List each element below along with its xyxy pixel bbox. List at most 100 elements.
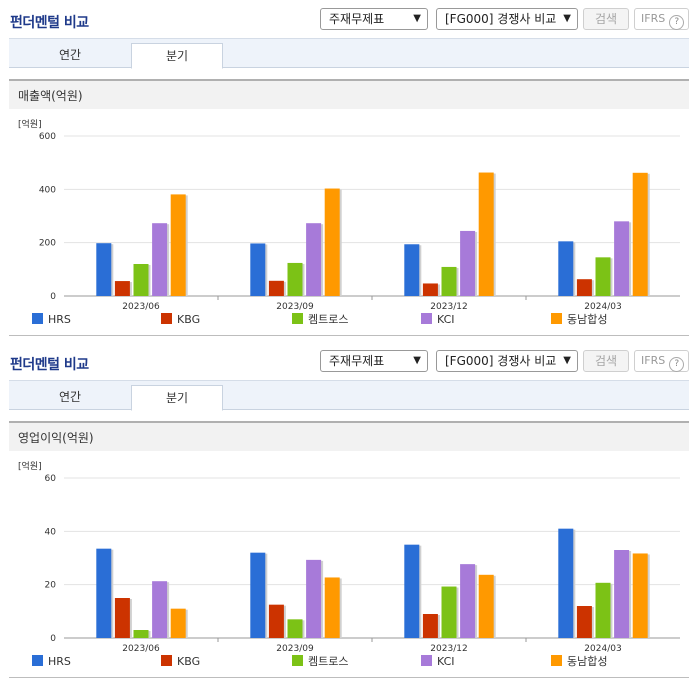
bar bbox=[306, 223, 322, 296]
legend-label: KCI bbox=[437, 313, 455, 326]
question-circle-icon: ? bbox=[669, 357, 685, 372]
compare-select-value: [FG000] 경쟁사 비교 bbox=[445, 12, 557, 26]
compare-select[interactable]: [FG000] 경쟁사 비교 ▼ bbox=[436, 350, 578, 372]
chevron-down-icon: ▼ bbox=[413, 13, 421, 24]
bar bbox=[133, 630, 149, 638]
bar bbox=[133, 264, 149, 296]
legend-item[interactable]: KCI bbox=[421, 312, 455, 328]
x-tick-label: 2023/09 bbox=[276, 302, 314, 312]
fundamental-panel-operating-profit: 펀더멘털 비교 주재무제표 ▼ [FG000] 경쟁사 비교 ▼ 검색 IFRS… bbox=[0, 342, 696, 684]
fundamental-panel-revenue: 펀더멘털 비교 주재무제표 ▼ [FG000] 경쟁사 비교 ▼ 검색 IFRS… bbox=[0, 0, 696, 336]
panel-header: 펀더멘털 비교 주재무제표 ▼ [FG000] 경쟁사 비교 ▼ 검색 IFRS… bbox=[0, 342, 696, 380]
bar bbox=[478, 172, 494, 296]
revenue-bar-chart: 0 200 400 600 2023/06 2023/09 2023/12 2024/03 bbox=[39, 132, 680, 312]
compare-select-value: [FG000] 경쟁사 비교 bbox=[445, 354, 557, 368]
legend-swatch bbox=[161, 313, 172, 324]
chart-legend: HRS KBG 켐트로스 KCI 동남합성 bbox=[0, 654, 696, 672]
legend-label: 동남합성 bbox=[567, 313, 608, 326]
y-tick-label: 200 bbox=[39, 239, 56, 249]
panel-title: 펀더멘털 비교 bbox=[10, 15, 89, 31]
y-tick-label: 60 bbox=[45, 474, 57, 484]
metric-label: 매출액(억원) bbox=[18, 89, 83, 103]
legend-label: HRS bbox=[48, 655, 71, 668]
bar bbox=[632, 553, 648, 638]
question-circle-icon: ? bbox=[669, 15, 685, 30]
ifrs-help-button[interactable]: IFRS? bbox=[634, 8, 689, 30]
tab-annual[interactable]: 연간 bbox=[58, 390, 82, 404]
bar bbox=[632, 172, 648, 296]
panel-title: 펀더멘털 비교 bbox=[10, 357, 89, 373]
legend-item[interactable]: 켐트로스 bbox=[292, 654, 348, 670]
x-tick-label: 2023/06 bbox=[122, 644, 160, 654]
legend-swatch bbox=[551, 313, 562, 324]
y-tick-label: 0 bbox=[50, 634, 56, 644]
bar bbox=[170, 194, 186, 296]
bar bbox=[306, 559, 322, 638]
ifrs-label: IFRS bbox=[641, 354, 666, 367]
legend-label: 켐트로스 bbox=[308, 313, 349, 326]
statement-select[interactable]: 주재무제표 ▼ bbox=[320, 8, 428, 30]
legend-label: 켐트로스 bbox=[308, 655, 349, 668]
bar bbox=[324, 188, 340, 296]
legend-label: KCI bbox=[437, 655, 455, 668]
legend-label: HRS bbox=[48, 313, 71, 326]
x-tick-label: 2023/12 bbox=[430, 644, 467, 654]
legend-item[interactable]: 동남합성 bbox=[551, 654, 607, 670]
chevron-down-icon: ▼ bbox=[413, 355, 421, 366]
x-tick-label: 2023/09 bbox=[276, 644, 314, 654]
bar bbox=[422, 283, 438, 296]
legend-label: KBG bbox=[177, 313, 201, 326]
search-button[interactable]: 검색 bbox=[583, 8, 629, 30]
legend-swatch bbox=[32, 313, 43, 324]
legend-item[interactable]: HRS bbox=[32, 654, 71, 670]
bar bbox=[614, 221, 630, 296]
legend-item[interactable]: KBG bbox=[161, 312, 200, 328]
bar bbox=[96, 548, 112, 638]
ifrs-label: IFRS bbox=[641, 12, 666, 25]
bar bbox=[250, 552, 266, 638]
bar bbox=[114, 598, 130, 638]
statement-select[interactable]: 주재무제표 ▼ bbox=[320, 350, 428, 372]
bar bbox=[441, 266, 457, 296]
bar bbox=[250, 243, 266, 296]
legend-swatch bbox=[292, 655, 303, 666]
legend-item[interactable]: 켐트로스 bbox=[292, 312, 348, 328]
bar bbox=[170, 608, 186, 638]
bar bbox=[576, 279, 592, 296]
bar bbox=[614, 550, 630, 638]
y-tick-label: 0 bbox=[50, 292, 56, 302]
tab-quarterly[interactable]: 분기 bbox=[131, 385, 223, 411]
operating-profit-bar-chart: 0 20 40 60 2023/06 2023/09 2023/12 2024/03 bbox=[45, 474, 680, 654]
legend-swatch bbox=[161, 655, 172, 666]
statement-select-value: 주재무제표 bbox=[329, 12, 385, 26]
legend-item[interactable]: HRS bbox=[32, 312, 71, 328]
legend-item[interactable]: 동남합성 bbox=[551, 312, 607, 328]
legend-label: 동남합성 bbox=[567, 655, 608, 668]
metric-label: 영업이익(억원) bbox=[18, 431, 94, 445]
bar bbox=[404, 244, 420, 296]
compare-select[interactable]: [FG000] 경쟁사 비교 ▼ bbox=[436, 8, 578, 30]
metric-header: 매출액(억원) bbox=[9, 79, 689, 109]
x-tick-label: 2023/06 bbox=[122, 302, 160, 312]
panel-divider bbox=[9, 335, 689, 336]
bar bbox=[460, 230, 476, 296]
panel-header: 펀더멘털 비교 주재무제표 ▼ [FG000] 경쟁사 비교 ▼ 검색 IFRS… bbox=[0, 0, 696, 38]
legend-item[interactable]: KBG bbox=[161, 654, 200, 670]
y-unit-label: [억원] bbox=[18, 120, 42, 130]
search-button[interactable]: 검색 bbox=[583, 350, 629, 372]
bar bbox=[287, 262, 303, 296]
tab-quarterly[interactable]: 분기 bbox=[131, 43, 223, 69]
legend-swatch bbox=[421, 313, 432, 324]
bar bbox=[152, 581, 168, 638]
x-tick-label: 2024/03 bbox=[584, 644, 621, 654]
tab-annual[interactable]: 연간 bbox=[58, 48, 82, 62]
legend-item[interactable]: KCI bbox=[421, 654, 455, 670]
legend-swatch bbox=[292, 313, 303, 324]
ifrs-help-button[interactable]: IFRS? bbox=[634, 350, 689, 372]
y-tick-label: 400 bbox=[39, 185, 56, 195]
bar bbox=[152, 223, 168, 296]
y-tick-label: 20 bbox=[45, 581, 57, 591]
bar bbox=[268, 604, 284, 638]
legend-swatch bbox=[32, 655, 43, 666]
bar bbox=[324, 577, 340, 638]
